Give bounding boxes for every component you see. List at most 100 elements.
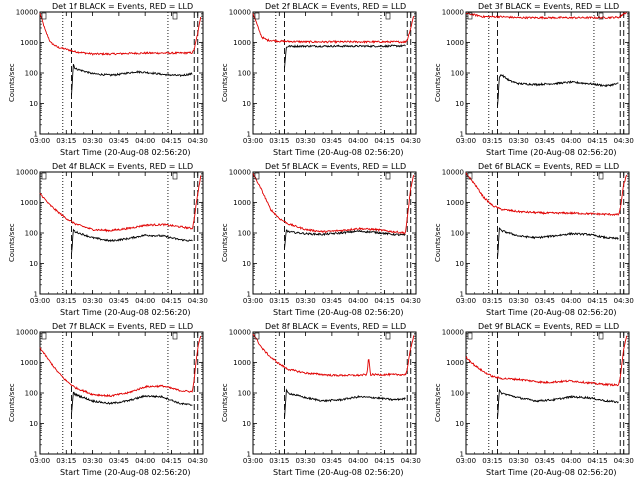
x-tick-label: 03:15 — [269, 457, 289, 465]
detector-plot: 1 10 100 1000 10000 03:00 03:15 03:30 03:45 04:00… — [16, 9, 208, 146]
x-tick-label: 04:15 — [161, 297, 181, 305]
corner-marker — [254, 172, 260, 180]
corner-marker — [467, 12, 473, 20]
x-axis-label: Start Time (20-Aug-08 02:56:20) — [486, 308, 617, 317]
x-tick-label: 03:45 — [535, 297, 555, 305]
y-tick-label: 1 — [460, 131, 464, 139]
x-axis-label: Start Time (20-Aug-08 02:56:20) — [60, 468, 191, 477]
y-tick-label: 10 — [29, 420, 38, 428]
x-tick-label: 03:00 — [243, 137, 263, 145]
x-axis-label: Start Time (20-Aug-08 02:56:20) — [60, 148, 191, 157]
y-tick-label: 10000 — [16, 169, 38, 177]
x-axis-label: Start Time (20-Aug-08 02:56:20) — [486, 148, 617, 157]
x-tick-label: 03:00 — [30, 457, 50, 465]
y-tick-label: 10 — [242, 420, 251, 428]
detector-plot: 1 10 100 1000 10000 03:00 03:15 03:30 03:45 04:00… — [229, 169, 421, 306]
x-tick-label: 04:30 — [614, 457, 634, 465]
plot-frame — [252, 331, 417, 455]
y-tick-label: 100 — [451, 70, 464, 78]
corner-marker — [385, 12, 391, 20]
corner-marker — [598, 332, 604, 340]
plot-frame — [252, 11, 417, 135]
x-tick-label: 04:15 — [587, 457, 607, 465]
data-series-line — [39, 12, 202, 56]
data-series-line — [465, 12, 627, 20]
data-series-line — [497, 388, 619, 419]
panel-title: Det 4f BLACK = Events, RED = LLD — [52, 162, 194, 171]
x-tick-label: 04:15 — [587, 137, 607, 145]
corner-marker — [254, 332, 260, 340]
x-tick-label: 03:15 — [482, 457, 502, 465]
data-series-line — [497, 227, 619, 259]
x-tick-label: 04:00 — [561, 297, 581, 305]
y-tick-label: 10000 — [229, 169, 251, 177]
y-tick-label: 1 — [34, 131, 38, 139]
data-series-line — [284, 44, 406, 69]
y-tick-label: 10 — [455, 260, 464, 268]
y-tick-label: 10000 — [442, 329, 464, 337]
panel-title: Det 6f BLACK = Events, RED = LLD — [478, 162, 620, 171]
panel-title: Det 8f BLACK = Events, RED = LLD — [265, 322, 407, 331]
panel-title: Det 5f BLACK = Events, RED = LLD — [265, 162, 407, 171]
x-tick-label: 03:15 — [56, 137, 76, 145]
x-axis-label: Start Time (20-Aug-08 02:56:20) — [273, 468, 404, 477]
y-tick-label: 100 — [238, 230, 251, 238]
y-tick-label: 100 — [25, 230, 38, 238]
y-tick-label: 1000 — [446, 359, 464, 367]
y-tick-label: 100 — [25, 70, 38, 78]
y-tick-label: 1000 — [446, 199, 464, 207]
x-tick-label: 03:30 — [295, 457, 315, 465]
x-tick-label: 04:15 — [374, 137, 394, 145]
corner-marker — [385, 172, 391, 180]
x-tick-label: 04:00 — [135, 457, 155, 465]
corner-marker — [172, 332, 178, 340]
y-tick-label: 1000 — [446, 39, 464, 47]
x-tick-label: 04:15 — [374, 297, 394, 305]
x-tick-label: 03:15 — [482, 297, 502, 305]
y-tick-label: 10000 — [442, 9, 464, 17]
x-tick-label: 03:45 — [109, 457, 129, 465]
data-series-line — [39, 335, 202, 398]
data-series-line — [71, 391, 193, 414]
y-tick-label: 10 — [455, 420, 464, 428]
y-tick-label: 10 — [29, 260, 38, 268]
x-tick-label: 03:45 — [322, 137, 342, 145]
y-tick-label: 1 — [460, 451, 464, 459]
x-tick-label: 03:00 — [456, 457, 476, 465]
x-axis-label: Start Time (20-Aug-08 02:56:20) — [60, 308, 191, 317]
y-tick-label: 10000 — [16, 329, 38, 337]
x-tick-label: 03:30 — [295, 297, 315, 305]
data-series-line — [71, 228, 193, 254]
x-axis-label: Start Time (20-Aug-08 02:56:20) — [486, 468, 617, 477]
y-tick-label: 10 — [455, 100, 464, 108]
x-tick-label: 04:30 — [614, 297, 634, 305]
corner-marker — [467, 332, 473, 340]
x-tick-label: 04:00 — [561, 137, 581, 145]
corner-marker — [385, 332, 391, 340]
x-tick-label: 03:00 — [456, 297, 476, 305]
y-tick-label: 1 — [247, 451, 251, 459]
data-series-line — [497, 74, 619, 107]
x-tick-label: 03:15 — [482, 137, 502, 145]
x-tick-label: 03:30 — [508, 457, 528, 465]
x-tick-label: 03:15 — [56, 457, 76, 465]
corner-marker — [41, 332, 47, 340]
x-tick-label: 04:15 — [374, 457, 394, 465]
x-tick-label: 04:15 — [587, 297, 607, 305]
x-tick-label: 03:00 — [243, 457, 263, 465]
x-tick-label: 03:45 — [109, 297, 129, 305]
corner-marker — [254, 12, 260, 20]
x-tick-label: 03:30 — [508, 137, 528, 145]
x-tick-label: 03:30 — [295, 137, 315, 145]
x-tick-label: 03:15 — [269, 297, 289, 305]
y-tick-label: 10 — [242, 100, 251, 108]
panel-title: Det 3f BLACK = Events, RED = LLD — [478, 2, 620, 11]
data-series-line — [252, 173, 415, 235]
y-tick-label: 10000 — [16, 9, 38, 17]
corner-marker — [598, 172, 604, 180]
panel-title: Det 7f BLACK = Events, RED = LLD — [52, 322, 194, 331]
y-tick-label: 1000 — [20, 359, 38, 367]
panel-title: Det 1f BLACK = Events, RED = LLD — [52, 2, 194, 11]
x-tick-label: 04:30 — [401, 137, 421, 145]
